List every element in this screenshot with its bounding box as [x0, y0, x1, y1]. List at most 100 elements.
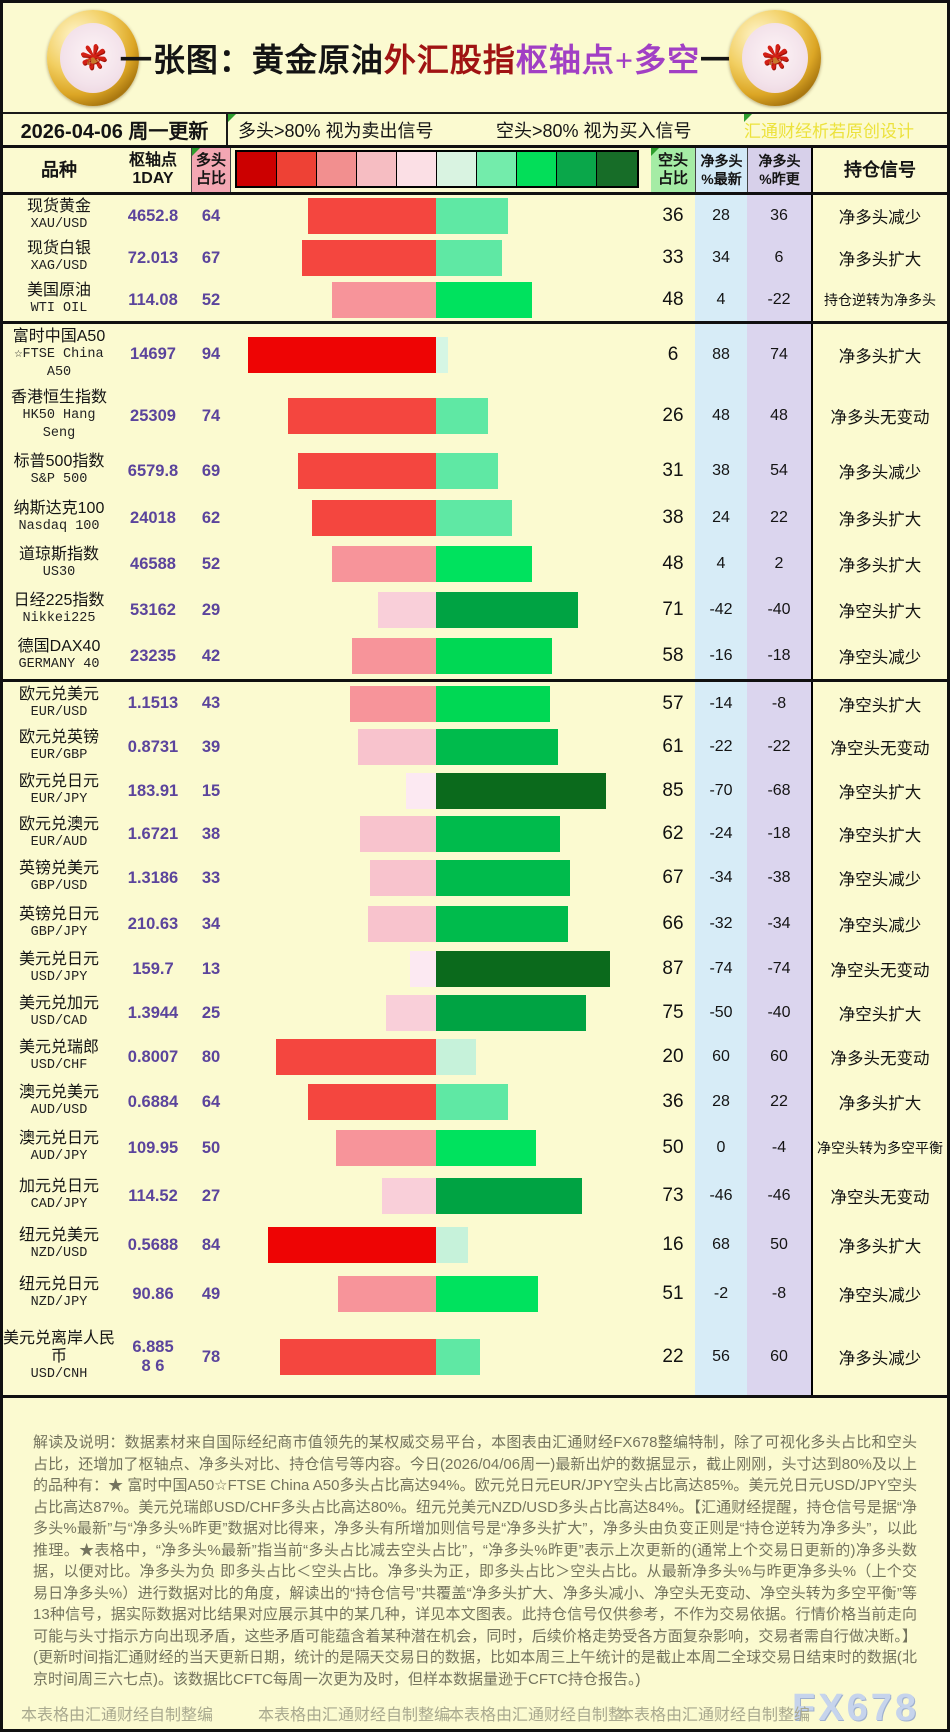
short-bar [436, 860, 570, 896]
net-long-prev: -4 [747, 1125, 811, 1171]
table-row: 富时中国A50 ☆FTSE China A50 14697 94 6 88 74 净多头扩大 [3, 321, 947, 385]
short-percent: 57 [662, 692, 684, 714]
instrument-name-cn: 美元兑离岸人民币 [3, 1330, 116, 1365]
position-signal: 净空头减少 [811, 855, 947, 901]
long-short-bar [231, 1269, 651, 1319]
position-signal-text: 净空头减少 [838, 871, 922, 889]
long-percent: 64 [201, 206, 221, 225]
brand-logo-left: ❋ [47, 10, 139, 106]
instrument-name-en: GERMANY 40 [18, 657, 100, 672]
long-short-bar [231, 495, 651, 541]
short-bar [436, 773, 606, 809]
instrument-name-en: NZD/USD [30, 1246, 88, 1261]
flower-icon: ❋ [757, 35, 793, 80]
pivot-value: 6.885 8 6 [132, 1338, 174, 1375]
pivot-value: 6579.8 [127, 461, 179, 480]
short-percent: 6 [667, 343, 679, 365]
long-percent: 78 [201, 1347, 221, 1366]
col-header-pivot: 枢轴点 1DAY [128, 152, 177, 187]
instrument-name: 英镑兑美元 GBP/USD [3, 855, 115, 901]
position-signal: 净空头减少 [811, 633, 947, 679]
net-long-latest: 24 [695, 495, 747, 541]
position-signal: 净空头扩大 [811, 813, 947, 855]
long-bar [308, 198, 436, 234]
long-short-bar [231, 1125, 651, 1171]
pivot-value: 72.013 [127, 248, 179, 267]
long-percent: 67 [201, 248, 221, 267]
net-long-latest: 38 [695, 447, 747, 495]
net-long-prev: 54 [747, 447, 811, 495]
position-signal-text: 持仓逆转为净多头 [824, 292, 936, 308]
instrument-name: 纽元兑日元 NZD/JPY [3, 1269, 115, 1319]
pivot-value: 159.7 [132, 959, 174, 978]
position-signal-text: 净多头减少 [838, 1350, 922, 1368]
page-title: 一张图：黄金原油外汇股指枢轴点+多空一览 [120, 35, 766, 81]
scale-swatch [477, 152, 517, 186]
instrument-name: 美元兑日元 USD/JPY [3, 947, 115, 991]
masthead: ❋ 一张图：黄金原油外汇股指枢轴点+多空一览 ❋ [3, 3, 947, 114]
long-percent: 39 [201, 737, 221, 756]
table-row: 欧元兑美元 EUR/USD 1.1513 43 57 -14 -8 净空头扩大 [3, 679, 947, 725]
table-row: 纽元兑日元 NZD/JPY 90.86 49 51 -2 -8 净空头减少 [3, 1269, 947, 1319]
instrument-name-en: XAG/USD [30, 259, 88, 274]
short-bar [436, 282, 532, 318]
position-signal-text: 净空头无变动 [830, 740, 930, 758]
short-percent: 73 [662, 1185, 684, 1206]
instrument-name-cn: 现货白银 [26, 240, 91, 257]
instrument-name-cn: 香港恒生指数 [10, 389, 107, 406]
position-signal-text: 净多头无变动 [830, 409, 930, 427]
long-bar [370, 860, 436, 896]
scale-swatch [397, 152, 437, 186]
position-signal: 净空头转为多空平衡 [811, 1125, 947, 1171]
instrument-name: 欧元兑澳元 EUR/AUD [3, 813, 115, 855]
long-percent: 25 [201, 1003, 221, 1022]
short-bar [436, 592, 578, 628]
instrument-name-cn: 欧元兑英镑 [18, 729, 99, 746]
long-bar [350, 685, 436, 722]
long-percent: 64 [201, 1092, 221, 1111]
instrument-name-en: Nasdaq 100 [18, 519, 100, 534]
instrument-name-en: EUR/JPY [30, 792, 88, 807]
col-header-net-prev: 净多头 %昨更 [747, 148, 811, 192]
position-signal-text: 净空头扩大 [838, 696, 922, 715]
long-bar [358, 729, 436, 765]
instrument-name-cn: 美元兑瑞郎 [18, 1039, 99, 1056]
position-signal: 净空头无变动 [811, 725, 947, 769]
table-row: 现货白银 XAG/USD 72.013 67 33 34 6 净多头扩大 [3, 237, 947, 279]
short-bar [436, 729, 558, 765]
net-long-prev: -68 [747, 769, 811, 813]
position-signal: 净多头减少 [811, 447, 947, 495]
table-row: 美国原油 WTI OIL 114.08 52 48 4 -22 持仓逆转为净多头 [3, 279, 947, 321]
net-long-prev: 22 [747, 495, 811, 541]
position-signal-text: 净多头扩大 [838, 251, 922, 269]
short-bar [436, 546, 532, 582]
instrument-name: 加元兑日元 CAD/JPY [3, 1171, 115, 1221]
net-long-prev: 6 [747, 237, 811, 279]
position-signal-text: 净空头减少 [838, 1287, 922, 1305]
logo-ornament: ❋ [742, 23, 808, 93]
short-bar [436, 1178, 582, 1214]
short-percent: 75 [662, 1002, 684, 1023]
short-percent: 61 [662, 736, 684, 757]
position-signal: 净多头扩大 [811, 495, 947, 541]
long-percent: 62 [201, 508, 221, 527]
pivot-value: 46588 [130, 554, 176, 573]
net-long-prev: 48 [747, 385, 811, 447]
table-row: 香港恒生指数 HK50 Hang Seng 25309 74 26 48 48 净多头无变动 [3, 385, 947, 447]
long-bar [332, 546, 436, 582]
brand-logo-right: ❋ [729, 10, 821, 106]
short-bar [436, 906, 568, 942]
net-long-prev: 50 [747, 1221, 811, 1269]
long-short-bar [231, 324, 651, 385]
table-row: 美元兑加元 USD/CAD 1.3944 25 75 -50 -40 净空头扩大 [3, 991, 947, 1035]
pivot-value: 25309 [130, 406, 176, 425]
long-short-bar [231, 813, 651, 855]
position-signal: 持仓逆转为净多头 [811, 279, 947, 321]
short-bar [436, 995, 586, 1031]
net-long-latest: -42 [695, 587, 747, 633]
short-bar [436, 336, 448, 373]
instrument-name: 香港恒生指数 HK50 Hang Seng [3, 385, 115, 447]
col-header-long: 多头 占比 [191, 148, 231, 192]
long-short-bar [231, 1079, 651, 1125]
